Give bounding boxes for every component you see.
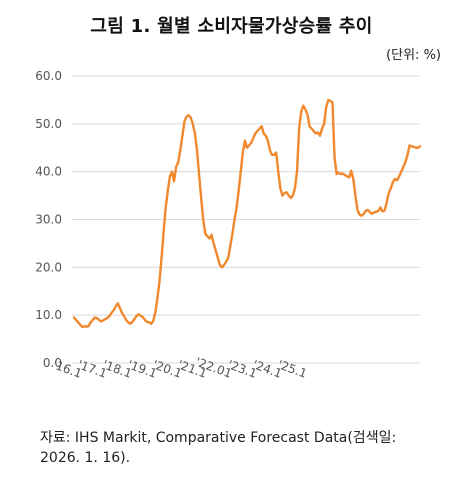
unit-label: (단위: %) [386,48,441,63]
y-tick-label: 20.0 [35,260,62,274]
y-tick-label: 30.0 [35,213,62,227]
series-group [72,98,422,329]
source-line-2: 2026. 1. 16). [40,450,131,466]
y-tick-label: 10.0 [35,308,62,322]
y-tick-label: 0.0 [43,356,62,370]
y-tick-label: 50.0 [35,117,62,131]
chart-title: 그림 1. 월별 소비자물가상승률 추이 [90,16,373,37]
x-axis-tick-labels: '16.1'17.1'18.1'19.1'20.1'21.1'22.01'23.… [51,355,309,381]
gridlines [72,75,420,364]
source-line-1: 자료: IHS Markit, Comparative Forecast Dat… [40,430,397,446]
series-line [72,98,422,329]
y-tick-label: 40.0 [35,165,62,179]
x-tick-label: '25.1 [276,357,309,380]
source-note: 자료: IHS Markit, Comparative Forecast Dat… [40,428,440,468]
y-axis-tick-labels: 0.0 10.0 20.0 30.0 40.0 50.0 60.0 [35,69,62,370]
y-tick-label: 60.0 [35,69,62,83]
